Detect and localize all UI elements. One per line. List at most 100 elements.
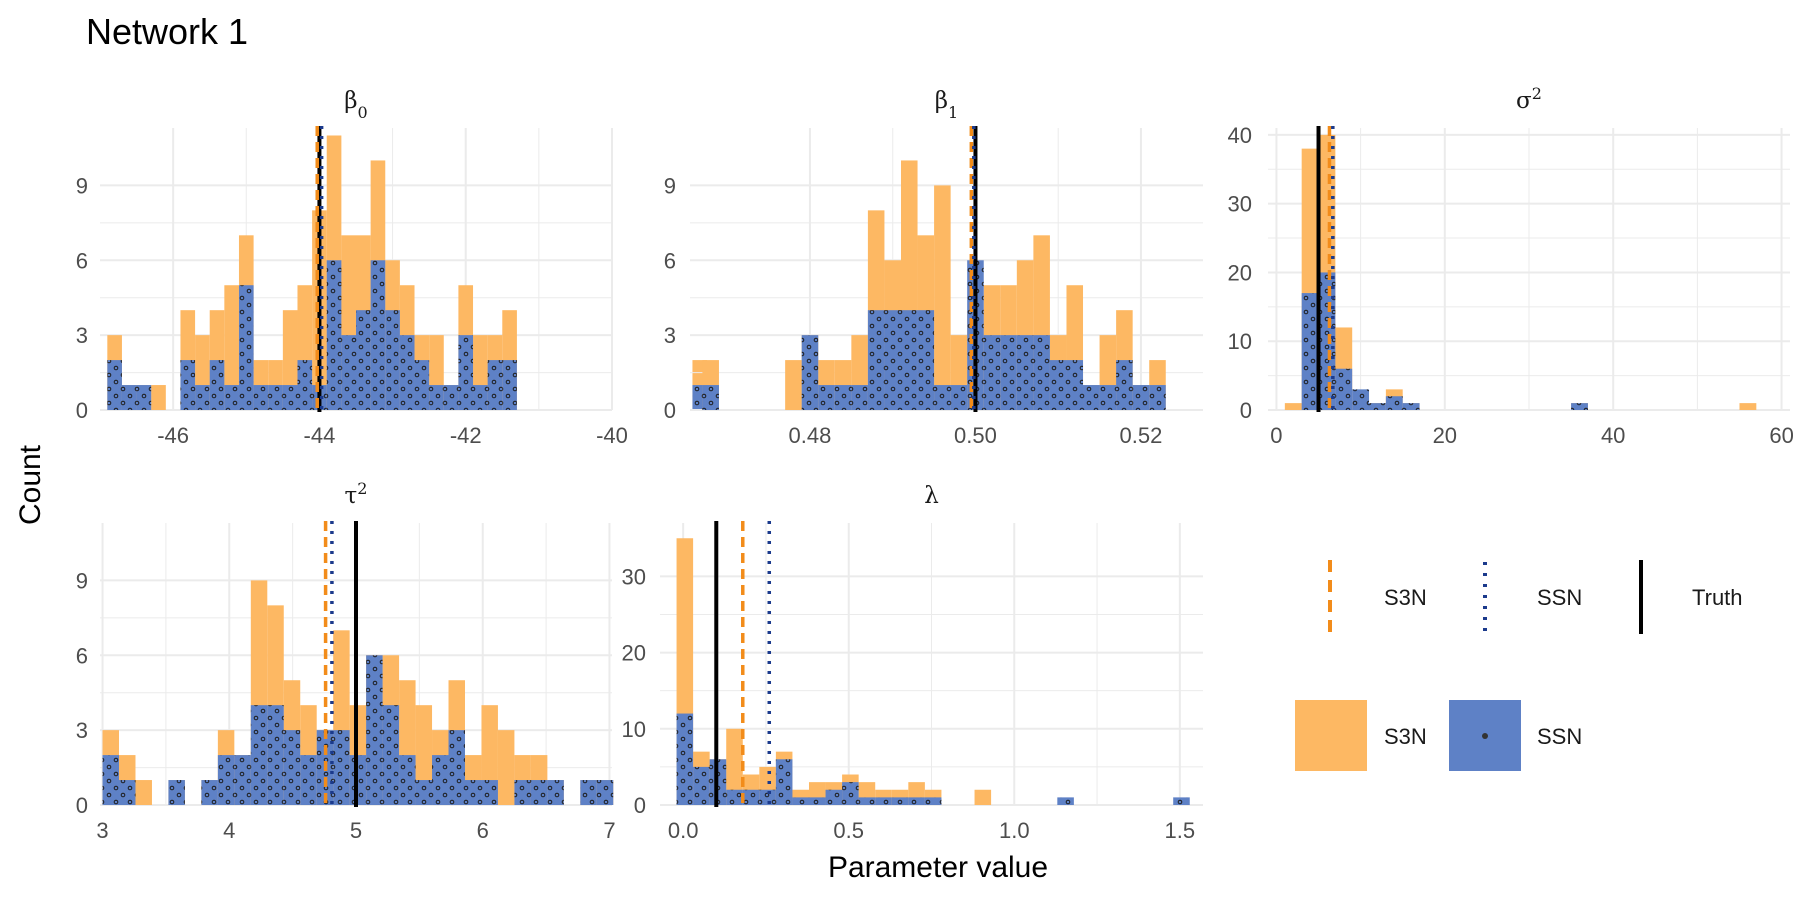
bar-ssn (1057, 797, 1074, 805)
x-tick-label: 1.5 (1165, 818, 1196, 843)
x-tick-label: 0.48 (789, 423, 832, 448)
bar-s3n (224, 285, 239, 410)
bar-ssn (385, 310, 400, 410)
chart-title: Network 1 (86, 11, 248, 52)
bar-ssn (238, 285, 254, 410)
bar-s3n (974, 789, 992, 805)
bar-ssn (356, 310, 371, 410)
bar-ssn (250, 705, 268, 805)
bar-ssn (201, 780, 218, 805)
bar-ssn (429, 385, 444, 410)
bar-ssn (759, 789, 776, 805)
bar-ssn (1402, 403, 1420, 410)
bar-ssn (267, 705, 284, 805)
x-tick-label: 6 (477, 818, 489, 843)
bar-ssn (1571, 403, 1588, 410)
bar-ssn (530, 780, 548, 805)
legend-key-s3n-fill (1295, 700, 1367, 771)
legend-line-ssn: SSN (1483, 562, 1582, 634)
x-tick-label: -44 (304, 423, 336, 448)
bar-ssn (487, 360, 503, 410)
bar-ssn (370, 260, 386, 410)
y-tick-label: 40 (1228, 123, 1252, 148)
bar-ssn (473, 385, 488, 410)
legend-fill-s3n: S3N (1295, 700, 1427, 771)
bar-ssn (1000, 335, 1017, 410)
bar-ssn (326, 260, 342, 410)
bar-ssn (481, 780, 498, 805)
bar-ssn (742, 789, 760, 805)
bar-ssn (102, 755, 120, 805)
bar-ssn (107, 360, 122, 410)
bar-ssn (775, 759, 793, 805)
bar-ssn (1083, 385, 1100, 410)
bar-ssn (1301, 293, 1319, 410)
bar-ssn (934, 385, 951, 410)
bar-ssn (983, 335, 1001, 410)
bar-ssn (676, 713, 694, 805)
y-tick-label: 9 (76, 173, 88, 198)
bar-ssn (924, 797, 942, 805)
y-tick-label: 9 (76, 568, 88, 593)
facet-panel-5: 0.0 0.5 1.0 1.5 0 10 20 30 λ (622, 483, 1203, 843)
bar-ssn (119, 780, 136, 805)
facet-panel-1: -46 -44 -42 -40 0 3 6 9 β0 (76, 88, 708, 448)
bar-s3n (1284, 403, 1302, 410)
bar-ssn (596, 780, 614, 805)
bar-ssn (818, 385, 835, 410)
x-tick-label: 0.50 (954, 423, 997, 448)
bar-ssn (180, 360, 196, 410)
bar-ssn (1016, 335, 1034, 410)
y-tick-label: 6 (664, 248, 676, 273)
legend-label-ssn-fill: SSN (1537, 724, 1582, 749)
bar-ssn (341, 335, 356, 410)
facet-strip-label: β0 (344, 88, 367, 122)
bar-ssn (297, 360, 313, 410)
bar-ssn (195, 385, 210, 410)
x-tick-label: -40 (596, 423, 628, 448)
y-tick-label: 30 (1228, 192, 1252, 217)
bar-ssn (443, 385, 459, 410)
bar-ssn (808, 797, 826, 805)
x-tick-label: 5 (350, 818, 362, 843)
bar-s3n (785, 360, 802, 410)
x-tick-label: 0.0 (668, 818, 699, 843)
y-tick-label: 20 (622, 641, 646, 666)
y-tick-label: 30 (622, 564, 646, 589)
bar-ssn (464, 780, 482, 805)
bar-ssn (834, 385, 852, 410)
x-tick-label: 7 (603, 818, 615, 843)
bar-ssn (792, 797, 809, 805)
bar-ssn (300, 755, 317, 805)
x-axis-label: Parameter value (828, 851, 1048, 884)
legend: S3N SSN Truth S3N SSN (1295, 560, 1743, 771)
bar-s3n (135, 780, 152, 805)
bar-ssn (1385, 396, 1403, 410)
bar-ssn (1049, 360, 1067, 410)
y-tick-label: 10 (1228, 329, 1252, 354)
bar-ssn (253, 385, 269, 410)
bar-ssn (884, 310, 901, 410)
y-tick-label: 0 (76, 398, 88, 423)
legend-line-s3n: S3N (1328, 560, 1427, 634)
bar-ssn (502, 360, 517, 410)
bar-ssn (842, 782, 859, 805)
bar-ssn (121, 385, 137, 410)
y-tick-label: 10 (622, 717, 646, 742)
facet-strip-label: λ (924, 483, 939, 509)
y-tick-label: 3 (76, 718, 88, 743)
bar-ssn (1335, 368, 1353, 410)
bar-ssn (399, 335, 415, 410)
bar-ssn (900, 310, 918, 410)
facet-panel-2: 0.48 0.50 0.52 0 3 6 9 β1 (664, 88, 1203, 448)
bar-ssn (366, 655, 383, 805)
bar-ssn (399, 755, 416, 805)
y-tick-label: 9 (664, 173, 676, 198)
bar-ssn (1116, 360, 1133, 410)
bar-ssn (1173, 797, 1190, 805)
bar-ssn (136, 385, 152, 410)
x-tick-label: -42 (450, 423, 482, 448)
bar-ssn (580, 780, 597, 805)
legend-key-ssn-dot (1482, 733, 1488, 739)
